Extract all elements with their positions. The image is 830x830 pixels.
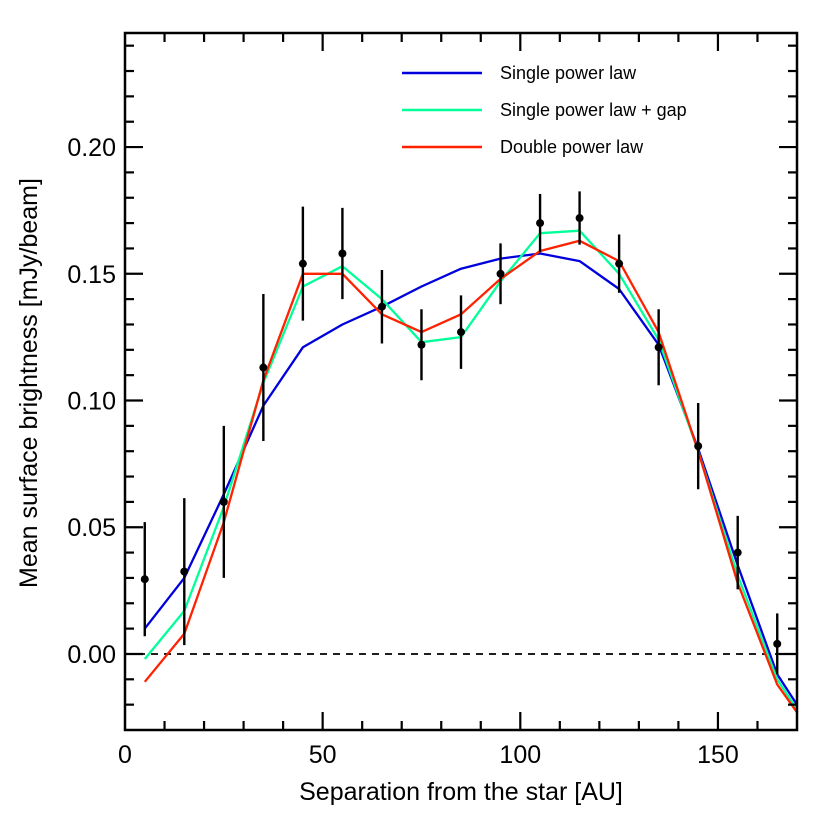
x-tick-label: 0 [118, 741, 132, 769]
data-point [377, 302, 386, 311]
data-point [694, 442, 703, 451]
plot-frame [123, 31, 799, 732]
data-point [338, 249, 347, 258]
y-tick-label: 0.15 [67, 261, 116, 289]
data-point [180, 567, 189, 576]
axis-ticks: 0 50 100 150 0.00 0.05 0.10 0.15 0.20 [67, 33, 797, 769]
data-point [417, 340, 426, 349]
data-point [536, 219, 545, 228]
legend-label-1: Single power law [500, 63, 637, 83]
data-point [457, 328, 465, 337]
series-line-3 [143, 239, 797, 713]
legend: Single power law Single power law + gap Do… [402, 63, 687, 157]
data-point [615, 259, 624, 268]
y-axis-label: Mean surface brightness [mJy/beam] [15, 178, 43, 588]
data-point [733, 548, 742, 557]
data-point [773, 639, 782, 648]
y-tick-label: 0.00 [67, 641, 116, 669]
data-point [298, 259, 307, 268]
y-tick-label: 0.20 [67, 134, 116, 162]
data-point [654, 343, 663, 352]
x-tick-label: 150 [697, 741, 739, 769]
data-point [259, 363, 268, 372]
data-point [575, 214, 584, 223]
x-tick-label: 50 [309, 741, 337, 769]
legend-label-2: Single power law + gap [500, 100, 687, 120]
x-axis-label: Separation from the star [AU] [299, 778, 623, 806]
legend-label-3: Double power law [500, 137, 644, 157]
data-point [496, 269, 505, 278]
data-point [140, 575, 149, 584]
y-tick-label: 0.05 [67, 514, 116, 542]
plot-area [125, 191, 797, 713]
x-tick-label: 100 [499, 741, 541, 769]
data-point [219, 497, 228, 506]
y-tick-label: 0.10 [67, 388, 116, 416]
